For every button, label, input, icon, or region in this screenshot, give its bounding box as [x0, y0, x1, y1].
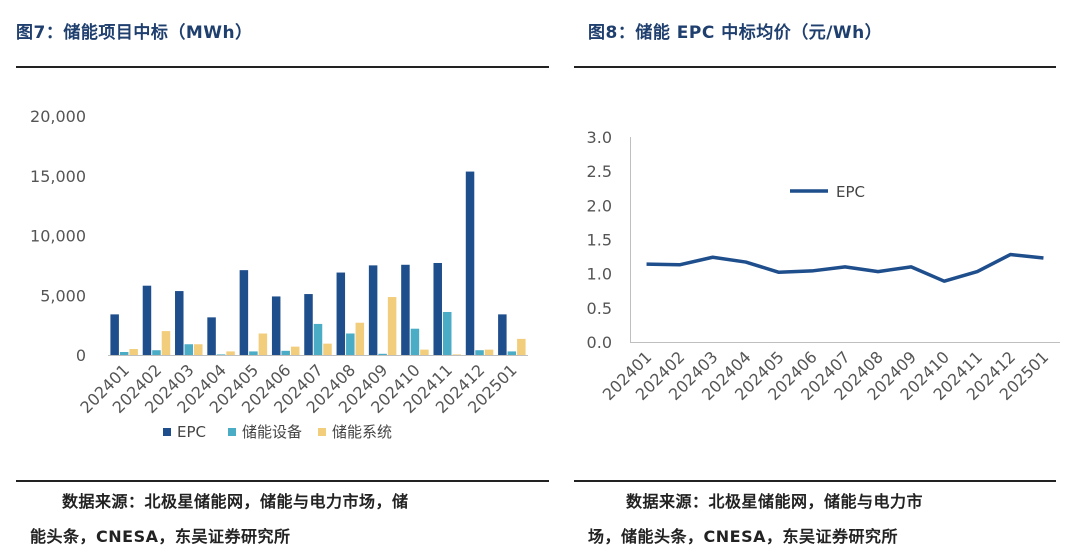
- bar: [387, 297, 397, 355]
- legend-swatch: [163, 428, 171, 436]
- bar: [410, 328, 420, 355]
- bar: [484, 349, 494, 355]
- legend-label: 储能系统: [332, 423, 392, 441]
- left-bottom-rule: [16, 480, 549, 482]
- y-tick-label: 1.0: [587, 265, 612, 284]
- y-tick-label: 2.0: [587, 196, 612, 215]
- bar: [119, 352, 129, 355]
- right-figure-panel: 图8：储能 EPC 中标均价（元/Wh） 0.0 0.5 1.0 1.5 2.0 2.5 3…: [570, 0, 1080, 558]
- bar: [184, 344, 194, 355]
- left-source-line-2: 能头条，CNESA，东吴证券研究所: [30, 527, 291, 546]
- y-tick-label: 10,000: [30, 227, 86, 246]
- left-figure-panel: 图7：储能项目中标（MWh） 0 5,000 10,000 15,000 20,000 2…: [16, 23, 550, 554]
- bar: [401, 264, 410, 355]
- legend-swatch: [228, 428, 236, 436]
- legend-swatch: [318, 428, 326, 436]
- bar: [420, 349, 429, 355]
- bar: [368, 265, 378, 355]
- bar: [249, 351, 258, 355]
- y-tick-label: 0: [76, 346, 86, 365]
- legend-label: EPC: [177, 423, 206, 441]
- y-tick-label: 0.5: [587, 299, 612, 318]
- bar: [110, 314, 119, 355]
- bar: [313, 323, 323, 355]
- bar: [323, 343, 332, 355]
- bar: [271, 296, 281, 355]
- bar: [442, 311, 452, 355]
- bar: [433, 262, 442, 355]
- bar: [517, 338, 526, 355]
- bar: [129, 349, 138, 355]
- right-source-line-1: 数据来源：北极星储能网，储能与电力市: [626, 492, 924, 511]
- y-tick-label: 0.0: [587, 333, 612, 352]
- y-tick-label: 5,000: [40, 286, 86, 305]
- bar: [142, 285, 152, 355]
- bar: [216, 354, 226, 355]
- right-source-line-2: 场，储能头条，CNESA，东吴证券研究所: [588, 527, 898, 546]
- y-tick-label: 2.5: [587, 162, 612, 181]
- bar: [194, 344, 203, 355]
- left-figure-title: 图7：储能项目中标（MWh）: [16, 23, 253, 43]
- bar: [355, 322, 365, 355]
- bar: [346, 333, 355, 355]
- left-source-note: 数据来源：北极星储能网，储能与电力市场，储 能头条，CNESA，东吴证券研究所: [30, 484, 550, 554]
- bar: [161, 331, 171, 355]
- line-chart: 0.00.51.01.52.02.53.02024012024022024032…: [587, 128, 1060, 404]
- legend-label: EPC: [836, 183, 865, 201]
- bar-chart: 05,00010,00015,00020,0002024012024022024…: [30, 107, 528, 441]
- bar: [452, 354, 461, 355]
- bar: [226, 351, 235, 355]
- bar: [239, 270, 249, 355]
- right-top-rule: [574, 66, 1056, 68]
- bar: [336, 272, 346, 355]
- y-tick-label: 20,000: [30, 107, 86, 126]
- right-figure-title: 图8：储能 EPC 中标均价（元/Wh）: [588, 23, 883, 43]
- y-tick-label: 1.5: [587, 231, 612, 250]
- bar: [475, 350, 484, 355]
- left-top-rule: [16, 66, 549, 68]
- bar: [304, 294, 313, 355]
- y-tick-label: 3.0: [587, 128, 612, 147]
- y-tick-label: 15,000: [30, 167, 86, 186]
- right-source-note: 数据来源：北极星储能网，储能与电力市 场，储能头条，CNESA，东吴证券研究所: [588, 484, 1068, 554]
- bar: [281, 350, 290, 355]
- right-bottom-rule: [574, 480, 1056, 482]
- bar: [465, 171, 475, 355]
- bar: [258, 333, 268, 355]
- bar: [207, 317, 216, 355]
- bar: [498, 314, 507, 355]
- bar: [290, 346, 300, 355]
- bar: [507, 351, 517, 355]
- bar: [152, 350, 161, 355]
- left-source-line-1: 数据来源：北极星储能网，储能与电力市场，储: [62, 492, 409, 511]
- bar: [378, 353, 387, 355]
- legend-label: 储能设备: [242, 423, 302, 441]
- series-line-epc: [646, 252, 1044, 283]
- bar: [175, 291, 184, 355]
